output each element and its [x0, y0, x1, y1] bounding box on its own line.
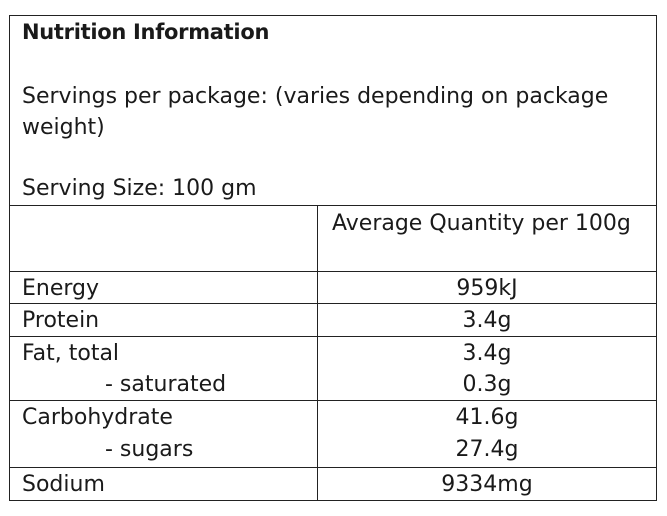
row-divider: [10, 271, 656, 272]
protein-value: 3.4g: [462, 308, 512, 333]
energy-value: 959kJ: [456, 276, 518, 301]
column-divider: [317, 205, 318, 500]
fat-total-value: 3.4g: [462, 341, 512, 366]
protein-label: Protein: [22, 308, 100, 333]
energy-label: Energy: [22, 276, 100, 301]
saturated-fat-label: - saturated: [105, 372, 227, 397]
saturated-fat-value: 0.3g: [462, 372, 512, 397]
row-divider: [10, 336, 656, 337]
nutrition-panel: Nutrition Information Servings per packa…: [9, 15, 657, 501]
carbohydrate-value: 41.6g: [455, 405, 519, 430]
fat-total-label: Fat, total: [22, 341, 120, 366]
sodium-label: Sodium: [22, 472, 105, 497]
sodium-value: 9334mg: [441, 472, 533, 497]
quantity-column-header: Average Quantity per 100g: [332, 211, 631, 236]
row-divider: [10, 303, 656, 304]
row-divider: [10, 467, 656, 468]
nutrition-header: Nutrition Information Servings per packa…: [10, 16, 656, 206]
sugars-label: - sugars: [105, 437, 194, 462]
sugars-value: 27.4g: [455, 437, 519, 462]
servings-per-package: Servings per package: (varies depending …: [22, 84, 609, 140]
panel-title: Nutrition Information: [22, 20, 270, 44]
row-divider: [10, 400, 656, 401]
carbohydrate-label: Carbohydrate: [22, 405, 173, 430]
serving-size: Serving Size: 100 gm: [22, 176, 257, 201]
